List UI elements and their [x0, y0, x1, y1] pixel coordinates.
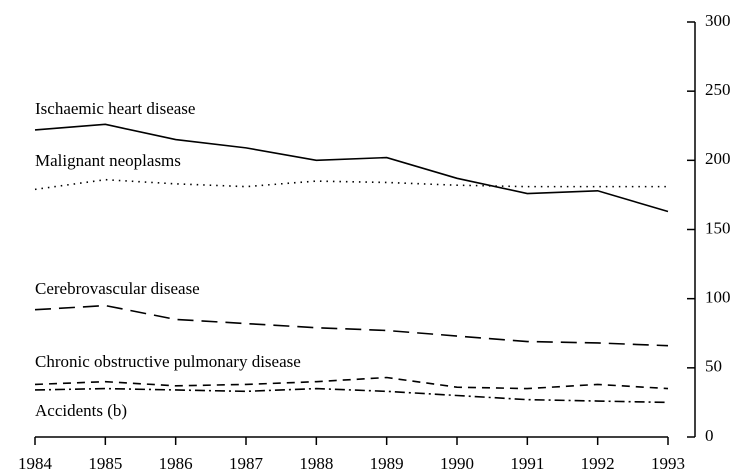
series-line — [34, 376, 669, 390]
x-tick-label: 1993 — [651, 454, 685, 473]
y-tick-label: 100 — [705, 288, 731, 307]
series-line — [34, 387, 669, 404]
x-tick-label: 1984 — [18, 454, 53, 473]
series-label: Ischaemic heart disease — [35, 99, 195, 118]
series-label: Cerebrovascular disease — [35, 279, 200, 298]
series-label: Accidents (b) — [35, 401, 127, 420]
x-tick-label: 1986 — [159, 454, 193, 473]
x-tick-label: 1989 — [370, 454, 404, 473]
series-label: Chronic obstructive pulmonary disease — [35, 352, 301, 371]
x-tick-label: 1992 — [581, 454, 615, 473]
series-line — [34, 304, 669, 347]
x-tick-label: 1987 — [229, 454, 264, 473]
y-tick-label: 50 — [705, 357, 722, 376]
series-label: Malignant neoplasms — [35, 151, 181, 170]
series-line — [34, 123, 669, 213]
x-tick-label: 1985 — [88, 454, 122, 473]
series-line — [34, 178, 668, 191]
y-tick-label: 0 — [705, 426, 714, 445]
x-tick-label: 1991 — [510, 454, 544, 473]
y-tick-label: 250 — [705, 80, 731, 99]
y-tick-label: 150 — [705, 218, 731, 237]
y-tick-label: 200 — [705, 149, 731, 168]
x-tick-label: 1990 — [440, 454, 474, 473]
x-tick-label: 1988 — [299, 454, 333, 473]
y-tick-label: 300 — [705, 11, 731, 30]
